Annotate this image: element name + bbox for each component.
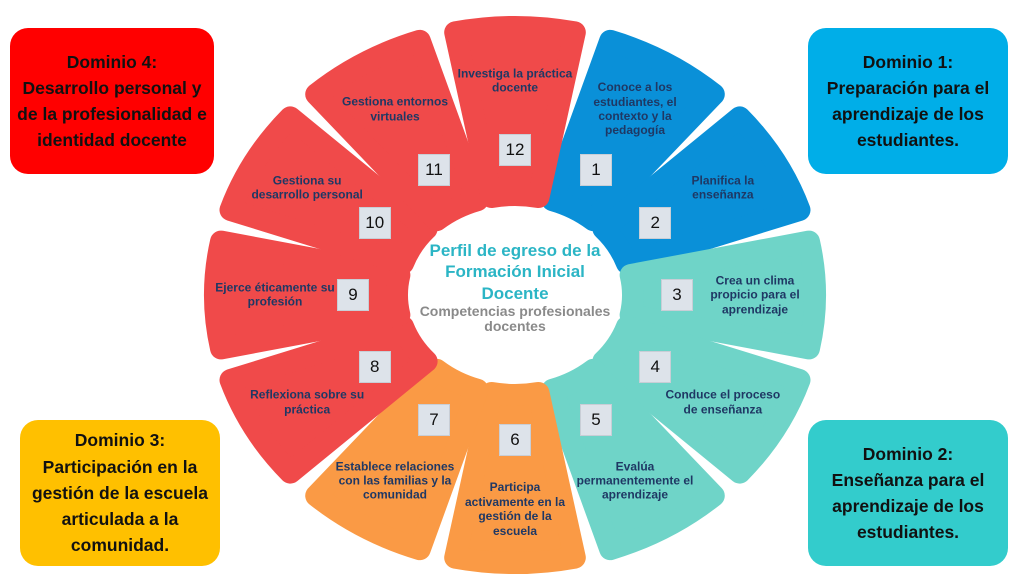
competency-label-5: Evalúa permanentemente el aprendizaje xyxy=(576,459,694,502)
domain-1-box: Dominio 1: Preparación para el aprendiza… xyxy=(808,28,1008,174)
competency-label-11: Gestiona entornos virtuales xyxy=(341,94,448,124)
competency-number-8: 8 xyxy=(358,351,391,384)
competency-label-7: Establece relaciones con las familias y … xyxy=(335,459,455,502)
competency-label-9: Ejerce éticamente su profesión xyxy=(215,280,335,309)
competency-label-8: Reflexiona sobre su práctica xyxy=(250,387,365,417)
domain-2-box: Dominio 2: Enseñanza para el aprendizaje… xyxy=(808,420,1008,566)
competency-number-9: 9 xyxy=(337,279,369,311)
competency-label-10: Gestiona su desarrollo personal xyxy=(251,173,363,202)
competency-label-1: Conoce a los estudiantes, el contexto y … xyxy=(593,80,677,138)
competency-number-12: 12 xyxy=(499,134,531,167)
competency-number-1: 1 xyxy=(580,153,612,186)
center-title: Perfil de egreso de la Formación Inicial… xyxy=(429,241,601,303)
petal-6 xyxy=(444,381,586,574)
competency-number-11: 11 xyxy=(418,153,450,186)
competency-number-4: 4 xyxy=(639,351,672,384)
competency-label-12: Investiga la práctica docente xyxy=(457,66,573,95)
competency-label-2: Planifica la enseñanza xyxy=(691,173,755,202)
center-subtitle: Competencias profesionales docentes xyxy=(419,302,611,335)
competency-label-3: Crea un clima propicio para el aprendiza… xyxy=(710,273,800,317)
competency-number-5: 5 xyxy=(580,404,612,437)
competency-number-10: 10 xyxy=(358,206,391,239)
competency-number-7: 7 xyxy=(418,404,450,437)
petal-12 xyxy=(444,16,586,209)
competency-number-6: 6 xyxy=(499,423,531,456)
competency-number-3: 3 xyxy=(661,279,693,311)
competency-number-2: 2 xyxy=(639,206,672,239)
competency-label-6: Participa activamente en la gestión de l… xyxy=(464,480,566,538)
center-title-block: Perfil de egreso de la Formación Inicial… xyxy=(415,240,615,335)
domain-3-box: Dominio 3: Participación en la gestión d… xyxy=(20,420,220,566)
petal-3 xyxy=(619,230,826,360)
competency-label-4: Conduce el proceso de enseñanza xyxy=(665,387,781,417)
petal-9 xyxy=(204,230,411,360)
domain-4-box: Dominio 4: Desarrollo personal y de la p… xyxy=(10,28,214,174)
